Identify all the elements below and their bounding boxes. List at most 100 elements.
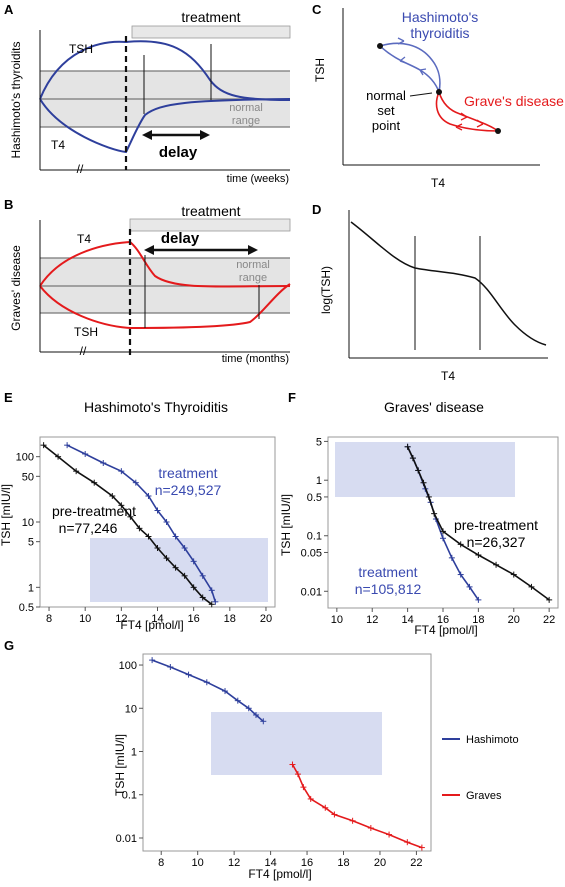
x-tick-label: 12 bbox=[228, 857, 240, 869]
x-tick-label: 12 bbox=[366, 614, 378, 626]
x-tick-label: 10 bbox=[79, 613, 91, 625]
x-axis-label: time (months) bbox=[222, 353, 289, 365]
y-axis-label: TSH [mIU/l] bbox=[0, 484, 13, 546]
x-axis-label: T4 bbox=[441, 369, 455, 383]
x-tick-label: 18 bbox=[337, 857, 349, 869]
x-tick-label: 20 bbox=[374, 857, 386, 869]
y-tick-label: 5 bbox=[316, 436, 322, 448]
treatment-n-label: n=105,812 bbox=[355, 581, 422, 597]
panel-a: A treatment delay TSH T4 normal range //… bbox=[4, 2, 291, 185]
x-tick-label: 8 bbox=[46, 613, 52, 625]
hashimoto-arrow bbox=[399, 56, 407, 64]
axis-break: // bbox=[80, 344, 87, 358]
x-tick-label: 14 bbox=[401, 614, 413, 626]
normal-range-label-2: range bbox=[232, 115, 260, 127]
graves-arrow bbox=[476, 119, 484, 128]
y-tick-label: 0.5 bbox=[307, 492, 322, 504]
plot-area: 10 12 14 16 18 20 22 5 1 0.5 0.1 0.05 0.01 bbox=[301, 436, 559, 626]
x-axis-label: T4 bbox=[431, 176, 445, 190]
panel-letter-d: D bbox=[312, 202, 321, 217]
panel-f: F Graves' disease 10 12 14 16 18 20 22 5 1 0.5 0.1… bbox=[279, 390, 559, 637]
series-line-blue bbox=[66, 444, 217, 603]
hashimoto-label-1: Hashimoto's bbox=[402, 9, 479, 25]
treatment-bar bbox=[131, 25, 291, 39]
delay-label: delay bbox=[161, 230, 200, 247]
chart-title: Graves' disease bbox=[384, 399, 484, 415]
x-tick-label: 22 bbox=[543, 614, 555, 626]
tsh-curve bbox=[39, 283, 291, 330]
y-tick-label: 100 bbox=[16, 452, 34, 464]
y-axis-label: TSH [mIU/l] bbox=[113, 734, 127, 796]
pre-treatment-label: pre-treatment bbox=[52, 503, 136, 519]
graves-arrow bbox=[455, 123, 463, 131]
hashimoto-arrow bbox=[397, 37, 405, 45]
y-tick-label: 0.5 bbox=[19, 602, 34, 614]
y-tick-label: 1 bbox=[131, 747, 137, 759]
y-tick-label: 5 bbox=[28, 537, 34, 549]
x-tick-label: 14 bbox=[151, 613, 163, 625]
tsh-curve-label: TSH bbox=[69, 42, 93, 56]
normal-range-label-2: range bbox=[239, 272, 267, 284]
x-tick-label: 18 bbox=[472, 614, 484, 626]
plot-area: 8 10 12 14 16 18 20 100 50 10 5 1 0.5 bbox=[16, 436, 276, 625]
t4-curve-label: T4 bbox=[51, 138, 65, 152]
x-tick-label: 14 bbox=[264, 857, 276, 869]
tsh-curve-label: TSH bbox=[74, 325, 98, 339]
graves-upper-path bbox=[438, 91, 499, 132]
y-tick-label: 50 bbox=[22, 471, 34, 483]
normal-range-box bbox=[211, 712, 382, 775]
t4-curve bbox=[39, 240, 291, 288]
y-tick-label: 1 bbox=[28, 582, 34, 594]
panel-letter-a: A bbox=[4, 2, 14, 17]
log-tsh-curve bbox=[350, 221, 547, 346]
x-tick-label: 16 bbox=[188, 613, 200, 625]
treatment-label: treatment bbox=[158, 465, 217, 481]
x-tick-label: 22 bbox=[410, 857, 422, 869]
delay-arrow-left-head bbox=[144, 245, 154, 255]
hashimoto-label-2: thyroiditis bbox=[410, 25, 469, 41]
x-axis-label: time (weeks) bbox=[227, 173, 289, 185]
x-tick-label: 12 bbox=[115, 613, 127, 625]
set-point-leader bbox=[409, 92, 433, 97]
legend-label-hashimoto: Hashimoto bbox=[466, 734, 519, 746]
set-point-label-1: normal bbox=[366, 88, 406, 103]
plot-area: 8 10 12 14 16 18 20 22 100 10 1 0.1 0.01 bbox=[116, 653, 432, 869]
y-axis-label: log(TSH) bbox=[319, 266, 333, 314]
treatment-label: treatment bbox=[181, 203, 240, 219]
y-tick-label: 100 bbox=[119, 660, 137, 672]
graves-lower-path bbox=[435, 91, 499, 132]
panel-letter-f: F bbox=[288, 390, 296, 405]
y-tick-label: 0.1 bbox=[307, 531, 322, 543]
y-tick-label: 0.01 bbox=[301, 586, 322, 598]
panel-c: C TSH T4 Hashimoto's thyroiditis Grave's… bbox=[312, 2, 564, 190]
series-line-red bbox=[291, 764, 423, 849]
x-tick-label: 16 bbox=[437, 614, 449, 626]
hashimoto-arrow bbox=[419, 68, 427, 76]
graves-arrow bbox=[460, 112, 468, 121]
treatment-bar bbox=[129, 218, 291, 232]
treatment-n-label: n=249,527 bbox=[155, 482, 222, 498]
panel-letter-e: E bbox=[4, 390, 13, 405]
treatment-label: treatment bbox=[181, 9, 240, 25]
delay-label: delay bbox=[159, 144, 198, 161]
y-tick-label: 0.05 bbox=[301, 547, 322, 559]
x-tick-label: 16 bbox=[301, 857, 313, 869]
x-tick-label: 20 bbox=[508, 614, 520, 626]
x-tick-label: 20 bbox=[260, 613, 272, 625]
delay-arrow-right-head bbox=[200, 130, 210, 140]
graves-start-point bbox=[495, 128, 501, 134]
legend-label-graves: Graves bbox=[466, 790, 502, 802]
series-line-black bbox=[43, 444, 213, 605]
x-tick-label: 18 bbox=[224, 613, 236, 625]
y-axis-label: Hashimoto's thyroidits bbox=[9, 42, 23, 159]
axis-break: // bbox=[77, 162, 84, 176]
panel-letter-g: G bbox=[4, 638, 14, 653]
y-tick-label: 0.01 bbox=[116, 833, 137, 845]
hashimoto-start-point bbox=[377, 43, 383, 49]
y-tick-label: 1 bbox=[316, 475, 322, 487]
chart-title: Hashimoto's Thyroiditis bbox=[84, 399, 228, 415]
set-point-label-2: set bbox=[377, 103, 395, 118]
y-axis-label: TSH [mIU/l] bbox=[279, 494, 293, 556]
plot-frame bbox=[142, 653, 432, 852]
hashimoto-lower-path bbox=[379, 45, 440, 93]
